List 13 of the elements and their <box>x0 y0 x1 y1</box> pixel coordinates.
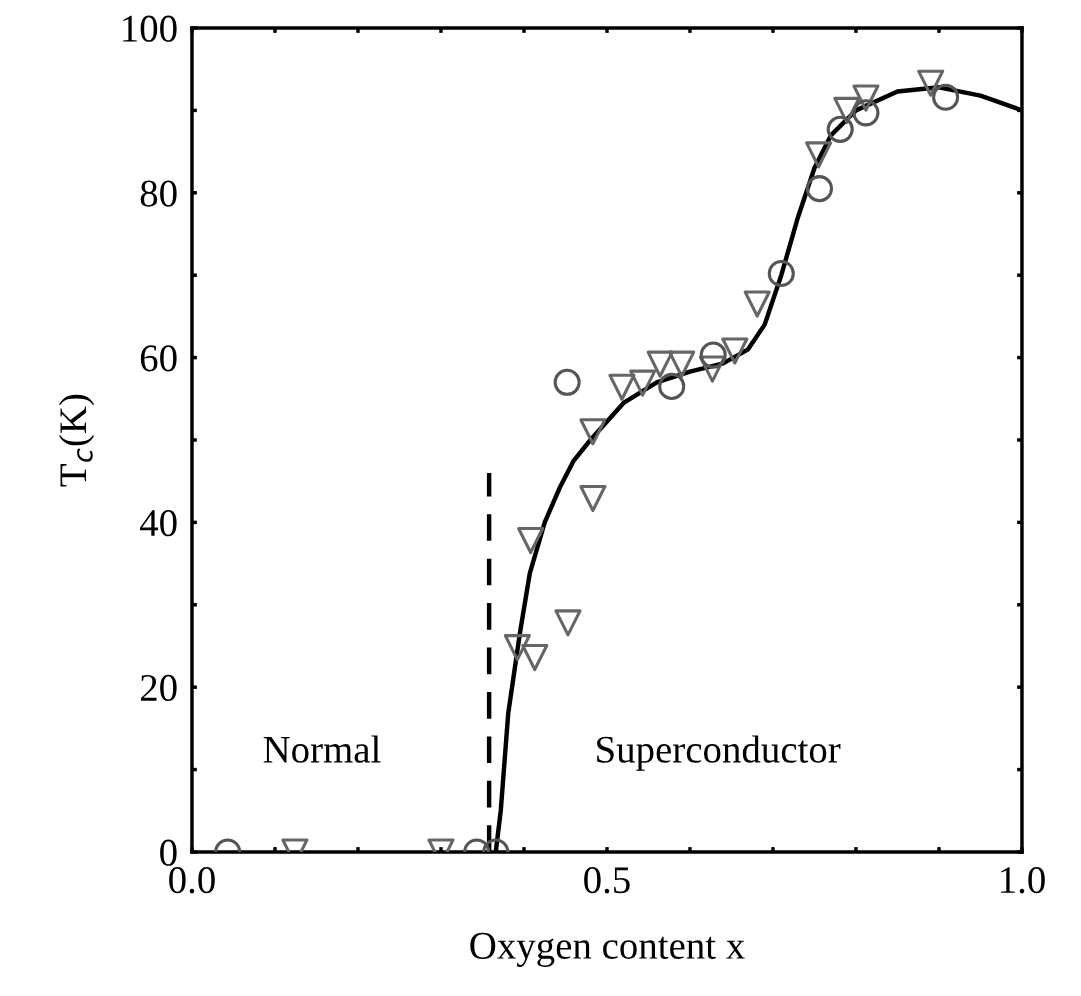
x-tick-label: 0.5 <box>584 866 630 894</box>
x-axis-title: Oxygen content x <box>470 932 745 967</box>
y-axis-title: T$_{c}$(K) <box>58 394 95 487</box>
y-tick-label: 60 <box>140 345 177 372</box>
x-tick-label: 1.0 <box>1001 866 1045 894</box>
y-tick-label: 20 <box>140 674 177 702</box>
y-tick-label: 80 <box>140 180 177 207</box>
y-tick-label: 0 <box>160 839 177 866</box>
annotation: Superconductor <box>597 735 841 771</box>
x-tick-label: 0.0 <box>169 866 215 894</box>
annotation: Normal <box>263 735 381 763</box>
y-tick-label: 40 <box>139 510 177 537</box>
y-tick-label: 100 <box>123 15 177 42</box>
